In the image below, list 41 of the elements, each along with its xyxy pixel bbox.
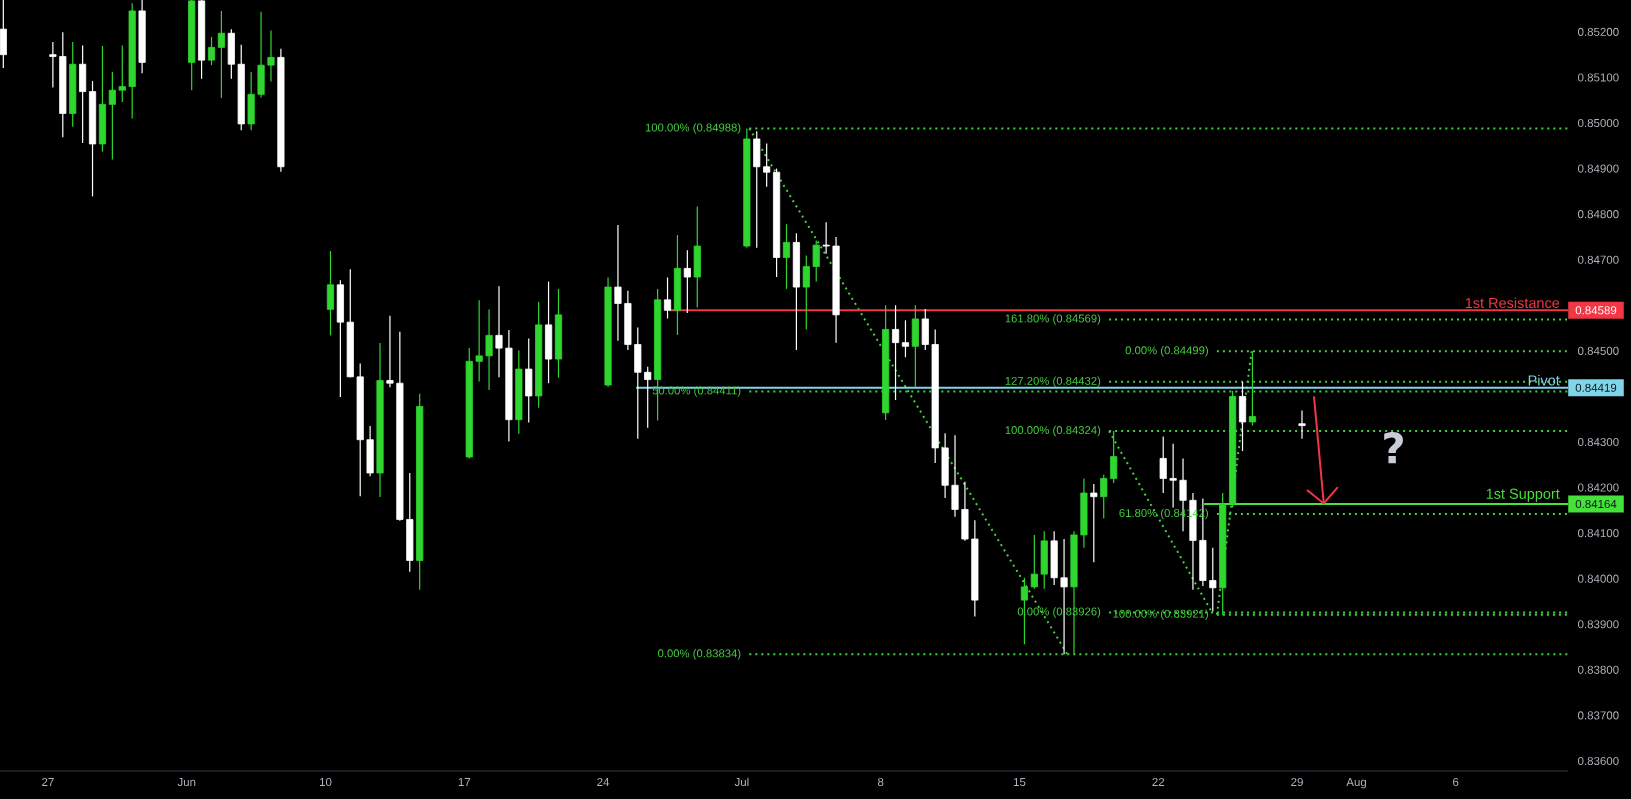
y-tick-label: 0.83800	[1578, 665, 1619, 674]
y-tick-label: 0.84700	[1578, 255, 1619, 264]
y-tick-label: 0.84300	[1578, 437, 1619, 447]
legend-label: 1st Support	[1486, 488, 1560, 502]
data-label: 0.00% (0.83834)	[658, 649, 741, 660]
x-tick-label: 24	[597, 777, 610, 786]
x-tick-label: Jul	[734, 777, 749, 787]
x-tick-label: 10	[319, 777, 332, 787]
data-label: 100.00% (0.84988)	[645, 123, 741, 134]
x-tick-label: Jun	[177, 778, 196, 787]
x-tick-label: 22	[1152, 777, 1165, 786]
legend-label: 1st Resistance	[1465, 297, 1560, 309]
y-tick-label: 0.84800	[1578, 210, 1619, 219]
y-tick-label: 0.85100	[1578, 73, 1619, 82]
data-label: 127.20% (0.84432)	[1005, 376, 1101, 388]
annotation: ?	[1384, 432, 1403, 464]
data-label: 0.84164	[1575, 499, 1617, 509]
x-tick-label: 27	[42, 777, 54, 786]
x-tick-label: 17	[458, 778, 471, 786]
x-tick-label: 8	[877, 777, 884, 787]
y-tick-label: 0.83600	[1578, 756, 1619, 766]
y-tick-label: 0.84900	[1578, 164, 1619, 173]
y-tick-label: 0.83700	[1578, 711, 1619, 720]
x-tick-label: 15	[1013, 778, 1026, 787]
legend-label: Pivot	[1528, 374, 1560, 386]
data-label: 0.84419	[1575, 383, 1617, 392]
x-tick-label: 6	[1453, 777, 1459, 787]
x-tick-label: 29	[1291, 777, 1303, 787]
y-tick-label: 0.84000	[1578, 574, 1619, 583]
data-label: 100.00% (0.84324)	[1005, 425, 1101, 437]
data-label: 0.84589	[1575, 306, 1617, 315]
data-label: 100.00% (0.83921)	[1113, 609, 1208, 620]
data-label: 161.80% (0.84569)	[1005, 314, 1101, 325]
y-tick-label: 0.84200	[1578, 483, 1619, 492]
y-tick-label: 0.85200	[1578, 27, 1619, 36]
x-tick-label: Aug	[1346, 778, 1366, 789]
y-tick-label: 0.84500	[1578, 346, 1619, 355]
y-tick-label: 0.83900	[1578, 620, 1619, 629]
y-tick-label: 0.84100	[1578, 529, 1619, 538]
data-label: 0.00% (0.84499)	[1125, 346, 1208, 357]
y-tick-label: 0.85000	[1578, 118, 1619, 128]
